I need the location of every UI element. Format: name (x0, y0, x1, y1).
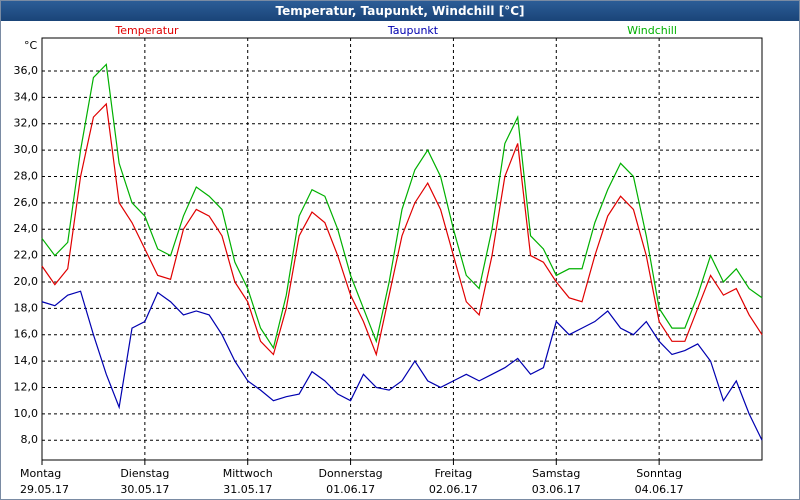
legend-label: Taupunkt (387, 24, 439, 37)
y-tick-label: 28,0 (14, 169, 39, 182)
x-tick-date: 30.05.17 (120, 483, 169, 496)
x-tick-label: Mittwoch (223, 467, 273, 480)
series-line (41, 290, 763, 441)
x-tick-label: Montag (20, 467, 61, 480)
legend-label: Temperatur (114, 24, 179, 37)
x-tick-date: 02.06.17 (429, 483, 478, 496)
x-tick-date: 04.06.17 (635, 483, 684, 496)
y-tick-label: 12,0 (14, 380, 39, 393)
y-tick-label: 30,0 (14, 143, 39, 156)
y-tick-label: 18,0 (14, 301, 39, 314)
x-tick-label: Sonntag (636, 467, 682, 480)
y-tick-label: 10,0 (14, 407, 39, 420)
series-line (41, 63, 763, 350)
y-tick-label: 36,0 (14, 64, 39, 77)
plot-area (41, 37, 763, 461)
y-unit: °C (24, 39, 38, 52)
y-tick-label: 20,0 (14, 275, 39, 288)
x-tick-label: Dienstag (120, 467, 169, 480)
x-tick-date: 03.06.17 (532, 483, 581, 496)
x-tick-date: 29.05.17 (20, 483, 69, 496)
x-tick-label: Donnerstag (318, 467, 382, 480)
y-tick-label: 26,0 (14, 196, 39, 209)
y-tick-label: 34,0 (14, 90, 39, 103)
x-tick-label: Samstag (532, 467, 580, 480)
y-tick-label: 32,0 (14, 117, 39, 130)
y-tick-label: 14,0 (14, 354, 39, 367)
x-tick-date: 31.05.17 (223, 483, 272, 496)
title-bar: Temperatur, Taupunkt, Windchill [°C] (1, 1, 799, 21)
y-tick-label: 24,0 (14, 222, 39, 235)
y-tick-label: 16,0 (14, 328, 39, 341)
series-line (41, 102, 763, 357)
y-tick-label: 22,0 (14, 249, 39, 262)
legend-label: Windchill (627, 24, 677, 37)
x-tick-label: Freitag (435, 467, 473, 480)
y-tick-label: 8,0 (21, 433, 39, 446)
x-tick-date: 01.06.17 (326, 483, 375, 496)
